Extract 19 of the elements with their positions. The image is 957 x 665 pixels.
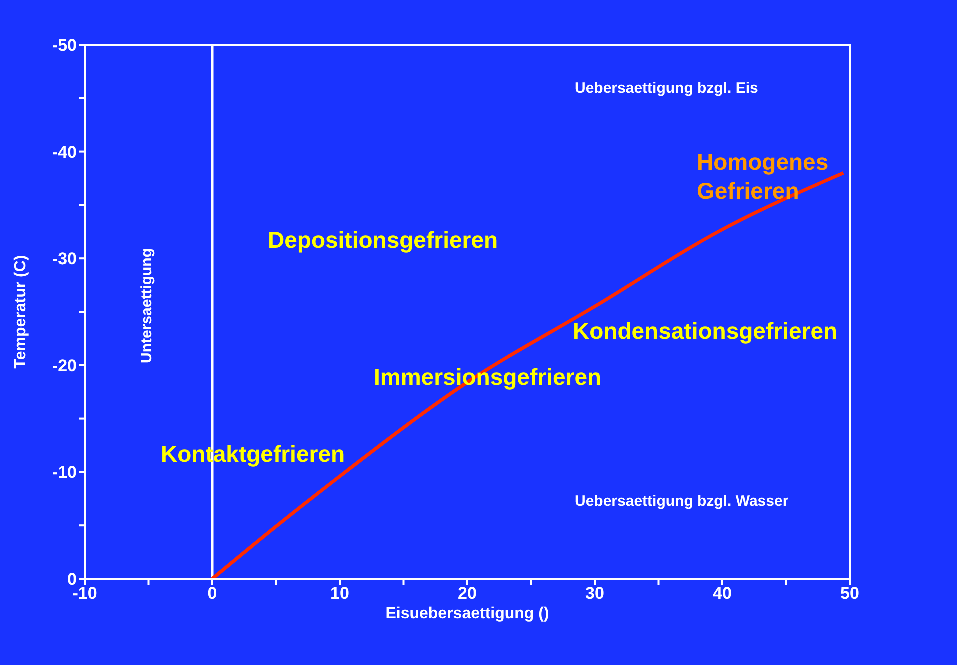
y-tick-label: -30 bbox=[52, 250, 77, 269]
annotation: Kondensationsgefrieren bbox=[573, 317, 838, 346]
annotation: Uebersaettigung bzgl. Wasser bbox=[575, 493, 789, 512]
annotation: Homogenes Gefrieren bbox=[697, 148, 830, 206]
y-tick-label: -50 bbox=[52, 36, 77, 56]
x-tick-label: 0 bbox=[208, 584, 218, 604]
x-axis-title: Eisuebersaettigung () bbox=[386, 605, 550, 622]
annotation: Uebersaettigung bzgl. Eis bbox=[575, 80, 758, 99]
x-tick-label: 10 bbox=[330, 584, 350, 604]
y-axis-title: Temperatur (C) bbox=[12, 255, 30, 369]
y-tick-label: -40 bbox=[52, 142, 77, 162]
x-tick-label: 50 bbox=[840, 584, 860, 604]
x-tick-label: 40 bbox=[713, 584, 732, 604]
y-tick-label: -20 bbox=[52, 356, 77, 376]
annotation: Untersaettigung bbox=[138, 248, 157, 364]
annotation: Depositionsgefrieren bbox=[268, 226, 498, 255]
y-tick-label: -10 bbox=[52, 463, 77, 482]
x-tick-label: 20 bbox=[458, 584, 477, 604]
x-tick-label: 30 bbox=[586, 584, 604, 604]
